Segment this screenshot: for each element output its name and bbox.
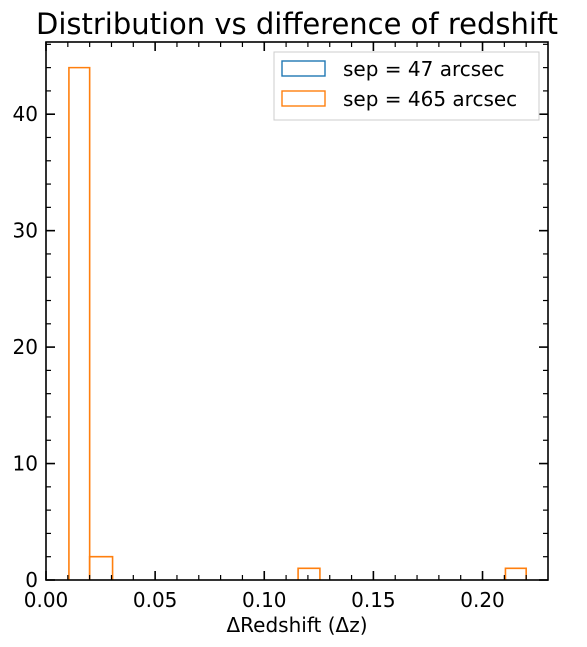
legend-label-series-2: sep = 465 arcsec — [343, 87, 517, 111]
y-tick-label-1: 0 — [25, 568, 38, 592]
y-tick-label-2: 10 — [13, 452, 38, 476]
x-tick-label-1: 0.00 — [24, 588, 69, 612]
histogram-bar-s2-1 — [68, 66, 91, 580]
histogram-bar-s2-3 — [297, 567, 321, 580]
x-tick-label-2: 0.05 — [133, 588, 178, 612]
legend: sep = 47 arcsec sep = 465 arcsec — [273, 51, 540, 121]
y-tick-label-3: 20 — [13, 335, 38, 359]
y-tick-label-4: 30 — [13, 219, 38, 243]
y-tick-label-5: 40 — [13, 102, 38, 126]
histogram-bar-s2-4 — [504, 567, 527, 580]
legend-swatch-series-1 — [281, 60, 326, 77]
ticks-layer: 0.00 0.05 0.10 0.15 0.20 0 10 20 30 40 — [13, 42, 548, 612]
legend-box — [273, 51, 540, 121]
histogram-bar-s2-2 — [88, 555, 114, 580]
x-tick-label-3: 0.10 — [242, 588, 287, 612]
x-axis-label: ΔRedshift (Δz) — [226, 613, 367, 637]
bars-layer — [68, 66, 527, 580]
plot-frame — [45, 41, 549, 581]
chart-title: Distribution vs difference of redshift — [36, 7, 558, 41]
x-tick-label-5: 0.20 — [460, 588, 505, 612]
legend-label-series-1: sep = 47 arcsec — [343, 57, 504, 81]
x-tick-label-4: 0.15 — [351, 588, 396, 612]
legend-swatch-series-2 — [281, 90, 326, 107]
